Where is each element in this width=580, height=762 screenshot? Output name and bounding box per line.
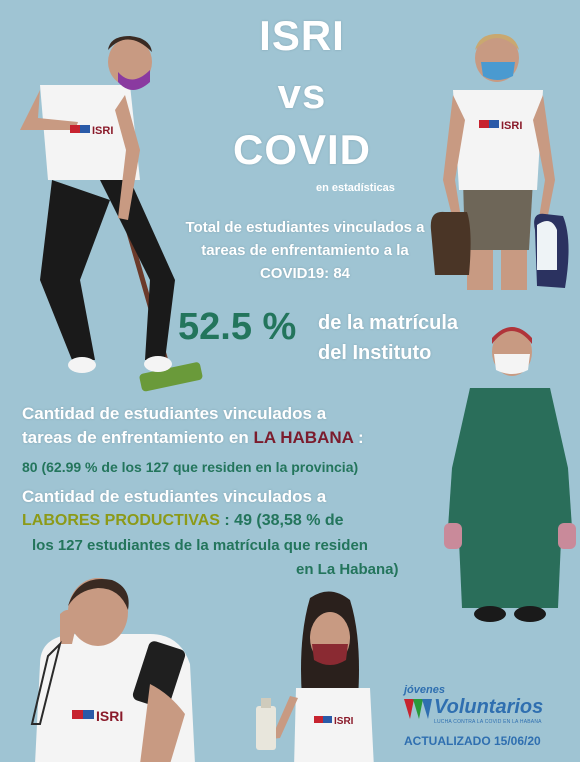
percent-text-2: del Instituto (318, 342, 432, 364)
title-line-3: COVID (232, 126, 371, 173)
footer-updated: ACTUALIZADO 15/06/20 (404, 734, 541, 748)
title-line-2: vs (277, 70, 327, 117)
voluntarios-v-logo-icon (404, 699, 432, 719)
labores-line-4: en La Habana) (296, 561, 399, 578)
labores-line-2: LABORES PRODUCTIVAS : 49 (38,58 % de (22, 512, 344, 530)
volunteer-on-phone-illustration: ISRI (30, 578, 195, 762)
footer-brand-name: Voluntarios (434, 696, 544, 718)
percent-text-1: de la matrícula (318, 312, 459, 334)
volunteer-with-bags-illustration: ISRI (430, 34, 569, 290)
footer-brand-top: jóvenes (404, 684, 445, 696)
total-line-2: tareas de enfrentamiento a la (201, 242, 409, 259)
habana-line-1: Cantidad de estudiantes vinculados a (22, 404, 327, 423)
shirt-logo-3: ISRI (96, 708, 123, 724)
habana-line-2: tareas de enfrentamiento en LA HABANA : (22, 428, 364, 448)
footer-brand: jóvenes Voluntarios LUCHA CONTRA LA COVI… (404, 684, 574, 748)
volunteer-with-bottle-illustration: ISRI (256, 591, 374, 762)
labores-line-3: los 127 estudiantes de la matrícula que … (32, 537, 368, 554)
footer-brand-main: Voluntarios (404, 696, 574, 719)
title-line-1: ISRI (259, 12, 345, 59)
percent-value: 52.5 % (178, 306, 297, 348)
habana-line-2-suffix: : (358, 428, 364, 447)
shirt-logo-4: ISRI (334, 716, 354, 727)
habana-line-2-prefix: tareas de enfrentamiento en (22, 428, 249, 447)
labores-line-2-suffix: : 49 (38,58 % de (224, 512, 344, 529)
volunteer-sweeping-illustration: ISRI (20, 36, 203, 392)
labores-highlight: LABORES PRODUCTIVAS (22, 512, 220, 529)
title-subtitle: en estadísticas (316, 182, 395, 194)
shirt-logo-1: ISRI (92, 125, 113, 137)
habana-line-3: 80 (62.99 % de los 127 que residen en la… (22, 459, 359, 475)
habana-highlight: LA HABANA (253, 428, 354, 447)
medical-worker-illustration (444, 327, 576, 622)
shirt-logo-2: ISRI (501, 120, 522, 132)
labores-line-1: Cantidad de estudiantes vinculados a (22, 487, 327, 506)
footer-tagline: LUCHA CONTRA LA COVID EN LA HABANA (434, 719, 542, 725)
total-line-1: Total de estudiantes vinculados a (185, 219, 425, 236)
total-line-3: COVID19: 84 (259, 265, 351, 282)
